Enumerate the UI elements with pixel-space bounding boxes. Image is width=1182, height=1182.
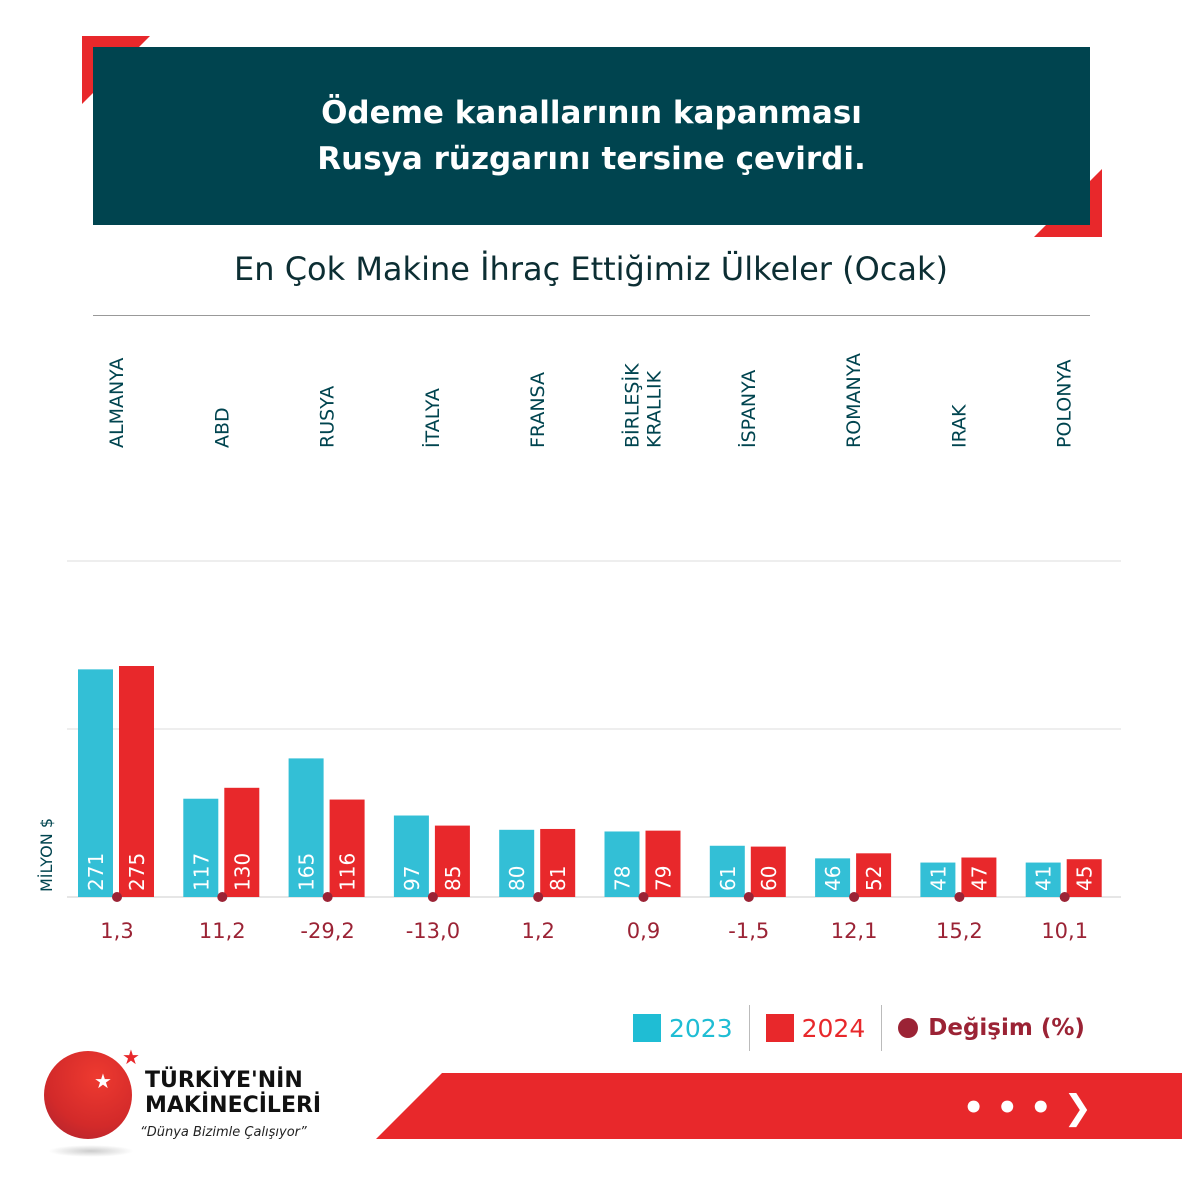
category-label: BİRLEŞİK (621, 363, 644, 448)
change-dot (743, 892, 754, 902)
next-arrow-icon[interactable]: • • • ❯ (962, 1088, 1092, 1128)
bar-2024 (856, 853, 892, 897)
bar-value-label: 47 (967, 866, 991, 891)
bar-2024 (645, 830, 681, 897)
bar-2023 (183, 798, 219, 897)
category-label: İTALYA (421, 388, 444, 448)
legend-label-2024: 2024 (801, 1013, 866, 1043)
category-label: RUSYA (317, 386, 339, 448)
change-label: 12,1 (831, 919, 878, 943)
legend-separator (748, 1005, 750, 1051)
category-label: IRAK (948, 404, 970, 448)
bar-value-label: 60 (757, 866, 781, 891)
category-label: ABD (211, 407, 233, 448)
change-dot (322, 892, 333, 902)
change-dot (217, 892, 228, 902)
bar-value-label: 52 (862, 866, 886, 891)
bar-value-label: 80 (505, 866, 529, 891)
star-icon: ★ (94, 1069, 112, 1093)
change-dot (849, 892, 860, 902)
logo-slogan: “Dünya Bizimle Çalışıyor” (140, 1125, 307, 1140)
title-banner: Ödeme kanallarının kapanması Rusya rüzga… (93, 47, 1090, 225)
bar-2023 (920, 862, 956, 897)
change-label: 1,2 (521, 919, 554, 943)
bar-2024 (224, 787, 260, 897)
bar-2024 (750, 846, 786, 897)
bar-value-label: 97 (400, 866, 424, 891)
legend-label-change: Değişim (%) (928, 1015, 1085, 1041)
bar-2023 (1025, 862, 1061, 897)
chart-title: En Çok Makine İhraç Ettiğimiz Ülkeler (O… (234, 250, 948, 288)
change-label: -29,2 (300, 919, 354, 943)
bar-2023 (604, 831, 640, 897)
change-label: 11,2 (199, 919, 246, 943)
category-label: ALMANYA (106, 358, 128, 448)
bar-value-label: 46 (821, 866, 845, 891)
legend-swatch-2023 (633, 1014, 661, 1042)
change-label: -1,5 (728, 919, 769, 943)
legend-label-2023: 2023 (669, 1013, 733, 1043)
bar-value-label: 117 (189, 853, 213, 891)
legend-separator (881, 1005, 883, 1051)
logo-circle: ★ (44, 1051, 132, 1139)
bar-2024 (1066, 859, 1102, 897)
bar-2024 (434, 825, 470, 897)
category-label: POLONYA (1054, 359, 1076, 448)
change-dot (638, 892, 649, 902)
logo-shadow (48, 1145, 134, 1157)
bar-value-label: 79 (652, 866, 676, 891)
bar-value-label: 41 (926, 866, 950, 891)
change-dot (112, 892, 122, 902)
logo-line-2: MAKİNECİLERİ (145, 1093, 322, 1118)
legend-dot-change (898, 1018, 919, 1038)
bar-2024 (961, 857, 997, 897)
bar-value-label: 81 (546, 866, 570, 891)
bar-value-label: 116 (336, 853, 360, 891)
change-label: -13,0 (406, 919, 460, 943)
logo-text: TÜRKİYE'NİN MAKİNECİLERİ (145, 1068, 321, 1118)
bar-value-label: 85 (441, 866, 465, 891)
category-label: İSPANYA (737, 370, 760, 448)
change-label: 15,2 (936, 919, 983, 943)
bar-value-label: 275 (125, 853, 149, 891)
bar-2023 (288, 758, 324, 897)
title-line-1: Ödeme kanallarının kapanması (321, 95, 862, 131)
divider (93, 315, 1090, 316)
change-label: 1,3 (100, 919, 133, 943)
bar-value-label: 165 (295, 853, 319, 891)
bar-value-label: 271 (84, 853, 108, 891)
legend: 2023 2024 Değişim (%) (633, 1005, 1085, 1051)
bar-value-label: 45 (1073, 866, 1097, 891)
star-icon: ★ (122, 1045, 140, 1069)
y-axis-label: MİLYON $ (37, 818, 56, 892)
bar-2023 (815, 858, 851, 897)
change-dot (533, 892, 544, 902)
bar-2024 (119, 666, 154, 897)
category-label: FRANSA (527, 372, 549, 448)
bar-2024 (540, 828, 576, 897)
change-dot (1059, 892, 1070, 902)
bottom-band (376, 1073, 1182, 1139)
bar-value-label: 130 (230, 853, 254, 891)
logo-line-1: TÜRKİYE'NİN (145, 1068, 303, 1093)
bar-2024 (329, 799, 365, 897)
bar-value-label: 78 (611, 866, 635, 891)
change-label: 0,9 (627, 919, 660, 943)
bar-value-label: 41 (1032, 866, 1056, 891)
bar-value-label: 61 (716, 866, 740, 891)
legend-swatch-2024 (765, 1014, 794, 1042)
title-line-2: Rusya rüzgarını tersine çevirdi. (317, 141, 866, 177)
change-dot (427, 892, 438, 902)
bar-2023 (709, 845, 745, 897)
bar-2023 (393, 815, 429, 897)
category-label: KRALLIK (644, 370, 666, 448)
change-label: 10,1 (1041, 919, 1088, 943)
bar-2023 (499, 829, 535, 897)
bar-2023 (78, 669, 113, 897)
category-label: ROMANYA (843, 353, 865, 448)
bar-chart: MİLYON $ ALMANYA 271 275 1,3 ABD 117 130 11,2 RUS… (37, 353, 1121, 943)
change-dot (954, 892, 965, 902)
